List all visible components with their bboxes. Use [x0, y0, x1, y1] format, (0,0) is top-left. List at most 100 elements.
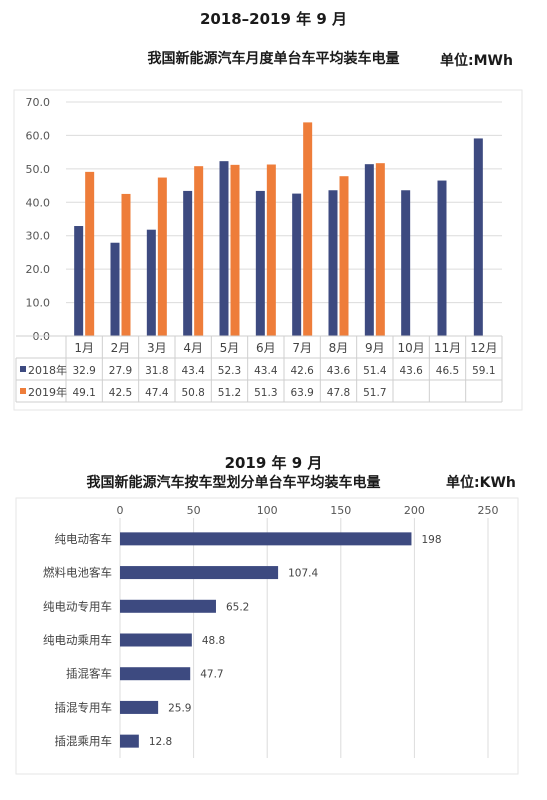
- chart1-legend-swatch: [20, 388, 26, 394]
- chart2-xtick-label: 50: [187, 504, 201, 517]
- chart2-xtick-label: 150: [330, 504, 351, 517]
- chart1-data-label: 47.8: [327, 387, 350, 399]
- chart1-xtick-label: 12月: [470, 341, 497, 355]
- chart1-data-label: 47.4: [145, 387, 169, 399]
- chart2-frame: [15, 497, 519, 775]
- chart2-unit: 单位:KWh: [446, 475, 516, 491]
- chart1-data-label: 49.1: [72, 387, 95, 399]
- chart1-ytick-label: 40.0: [26, 196, 51, 209]
- chart1-bar: [110, 242, 120, 336]
- chart2-category-label: 纯电动乘用车: [43, 633, 112, 647]
- chart2-data-label: 65.2: [226, 601, 249, 613]
- chart1-data-label: 51.4: [363, 365, 387, 377]
- chart1-data-label: 27.9: [109, 365, 132, 377]
- chart1-data-label: 32.9: [72, 365, 95, 377]
- chart1-legend-swatch: [20, 366, 26, 372]
- chart1-ytick-label: 30.0: [26, 230, 51, 243]
- chart1-data-label: 46.5: [436, 365, 459, 377]
- chart2-title: 2019 年 9 月: [224, 454, 323, 472]
- chart2-data-label: 47.7: [200, 669, 223, 681]
- chart1-bar: [266, 164, 276, 336]
- chart1-ytick-label: 60.0: [26, 129, 51, 142]
- chart1-bar: [157, 177, 167, 336]
- chart1-bar: [437, 180, 447, 336]
- chart1-xtick-label: 8月: [329, 341, 349, 355]
- chart2-bar: [120, 667, 191, 681]
- chart2-category-label: 燃料电池客车: [43, 566, 112, 580]
- chart2-bar: [120, 700, 159, 714]
- chart1-ytick-label: 50.0: [26, 163, 51, 176]
- chart1-bar: [292, 193, 302, 336]
- chart1-data-label: 43.4: [254, 365, 278, 377]
- chart1-data-label: 51.3: [254, 387, 277, 399]
- chart2-xtick-label: 100: [257, 504, 278, 517]
- chart1-data-label: 63.9: [290, 387, 313, 399]
- chart2-bar: [120, 532, 412, 546]
- chart2-data-label: 107.4: [288, 568, 318, 580]
- chart2-category-label: 纯电动专用车: [43, 599, 112, 613]
- chart1-bar: [146, 229, 156, 336]
- chart2-category-label: 插混乘用车: [55, 734, 113, 748]
- chart1-data-label: 51.7: [363, 387, 386, 399]
- chart1-data-label: 50.8: [181, 387, 204, 399]
- chart1-bar: [219, 161, 229, 336]
- chart2-subtitle: 我国新能源汽车按车型划分单台车平均装车电量: [86, 475, 381, 491]
- chart2-data-label: 12.8: [149, 736, 172, 748]
- chart1-bar: [375, 163, 385, 336]
- chart2-category-label: 纯电动客车: [55, 532, 113, 546]
- chart1-bar: [401, 190, 411, 336]
- chart1-plot: 0.010.020.030.040.050.060.070.01月 2月 3月 4月 5…: [13, 89, 523, 411]
- chart1-bar: [183, 190, 193, 336]
- chart2-data-label: 48.8: [202, 635, 225, 647]
- chart1-bar: [328, 190, 338, 336]
- chart2-data-label: 25.9: [168, 702, 191, 714]
- chart2-xtick-label: 0: [117, 504, 124, 517]
- chart1-data-label: 43.6: [327, 365, 351, 377]
- chart1-legend-label: 2018年: [28, 363, 67, 377]
- chart1-bar: [303, 122, 313, 336]
- chart1-xtick-label: 3月: [147, 341, 167, 355]
- chart1-xtick-label: 11月: [434, 341, 461, 355]
- chart1-bar: [473, 138, 483, 336]
- chart2-bar: [120, 633, 192, 647]
- chart1-xtick-label: 9月: [365, 341, 385, 355]
- chart2-category-label: 插混专用车: [55, 700, 113, 714]
- chart1-frame: [13, 89, 523, 411]
- chart1-data-label: 43.6: [399, 365, 423, 377]
- chart1-bar: [255, 190, 265, 336]
- chart1-data-label: 42.6: [290, 365, 314, 377]
- chart1-data-label: 42.5: [109, 387, 132, 399]
- chart1-xtick-label: 2月: [111, 341, 131, 355]
- chart1-bar: [339, 176, 349, 336]
- chart1-ytick-label: 20.0: [26, 263, 51, 276]
- chart1-xtick-label: 10月: [398, 341, 425, 355]
- chart1-data-label: 43.4: [181, 365, 205, 377]
- chart1-xtick-label: 1月: [74, 341, 94, 355]
- chart1-unit: 单位:MWh: [440, 53, 513, 69]
- chart1-title: 2018–2019 年 9 月: [199, 10, 348, 28]
- chart2-xtick-label: 200: [404, 504, 425, 517]
- chart2-bar: [120, 566, 279, 580]
- chart1-subtitle: 我国新能源汽车月度单台车平均装车电量: [147, 51, 400, 67]
- chart1-legend-label: 2019年: [28, 385, 67, 399]
- chart1-bar: [194, 166, 204, 336]
- chart1-bar: [85, 171, 95, 336]
- chart1-data-label: 52.3: [218, 365, 241, 377]
- chart1-bar: [121, 193, 131, 336]
- chart1-ytick-label: 70.0: [26, 96, 51, 109]
- chart1-bar: [74, 226, 84, 336]
- chart2-data-label: 198: [421, 534, 441, 546]
- chart1-data-label: 31.8: [145, 365, 168, 377]
- chart2-bar: [120, 599, 216, 613]
- chart1-xtick-label: 4月: [183, 341, 203, 355]
- chart1-bar: [230, 164, 240, 336]
- chart1-ytick-label: 10.0: [26, 297, 51, 310]
- chart2-bar: [120, 734, 139, 748]
- chart2-plot: 0 50 100 150 200 250 纯电动客车 198 燃料电池客车 107.4 纯电动专用车…: [15, 497, 519, 775]
- chart1-bar: [364, 164, 374, 336]
- chart2-category-label: 插混客车: [66, 667, 112, 681]
- chart2-xtick-label: 250: [478, 504, 499, 517]
- chart1-xtick-label: 5月: [220, 341, 240, 355]
- chart1-xtick-label: 6月: [256, 341, 276, 355]
- chart1-data-label: 59.1: [472, 365, 495, 377]
